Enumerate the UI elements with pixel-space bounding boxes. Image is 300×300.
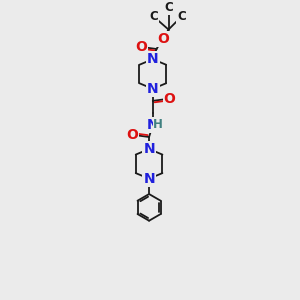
Text: N: N (143, 172, 155, 186)
Text: N: N (147, 118, 159, 132)
Text: N: N (143, 142, 155, 156)
Text: C: C (164, 1, 173, 14)
Text: O: O (127, 128, 138, 142)
Text: O: O (164, 92, 175, 106)
Text: N: N (147, 52, 159, 66)
Text: C: C (177, 10, 186, 23)
Text: C: C (149, 10, 158, 23)
Text: O: O (157, 32, 169, 46)
Text: N: N (147, 82, 159, 96)
Text: H: H (153, 118, 163, 131)
Text: O: O (135, 40, 147, 54)
